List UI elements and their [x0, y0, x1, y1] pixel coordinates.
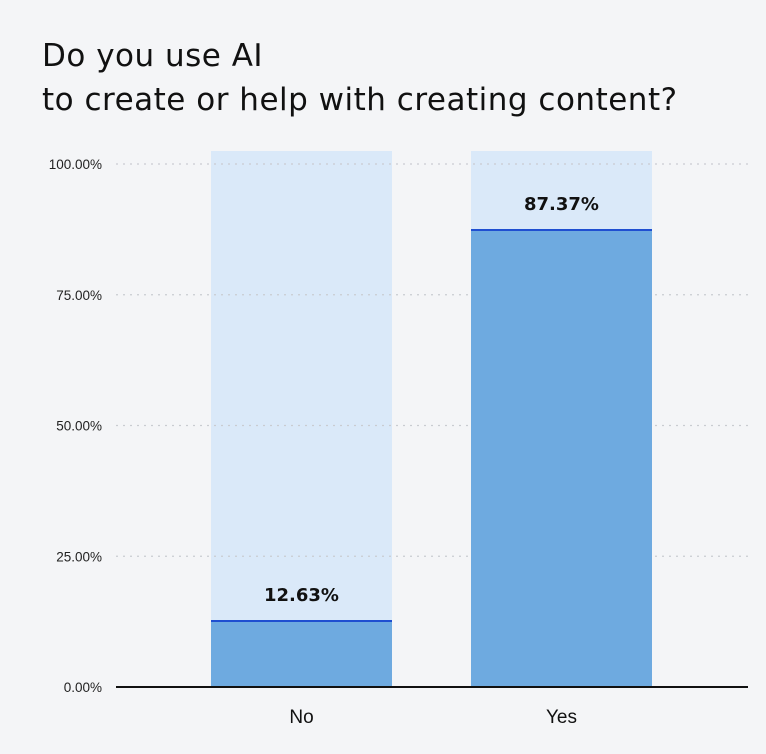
data-label-yes: 87.37%	[524, 194, 599, 215]
y-tick-label: 25.00%	[56, 549, 102, 564]
bar-background-no	[211, 151, 392, 687]
data-label-no: 12.63%	[264, 585, 339, 606]
chart-title: Do you use AI to create or help with cre…	[42, 34, 678, 122]
y-tick-label: 100.00%	[49, 157, 102, 172]
bar-yes	[471, 230, 652, 687]
y-tick-label: 50.00%	[56, 419, 102, 434]
chart-title-line-2: to create or help with creating content?	[42, 82, 678, 118]
y-tick-label: 75.00%	[56, 288, 102, 303]
chart-title-line-1: Do you use AI	[42, 38, 264, 74]
bar-no	[211, 620, 392, 687]
x-tick-label-yes: Yes	[546, 707, 577, 728]
y-tick-label: 0.00%	[64, 680, 102, 695]
x-tick-label-no: No	[289, 707, 313, 728]
